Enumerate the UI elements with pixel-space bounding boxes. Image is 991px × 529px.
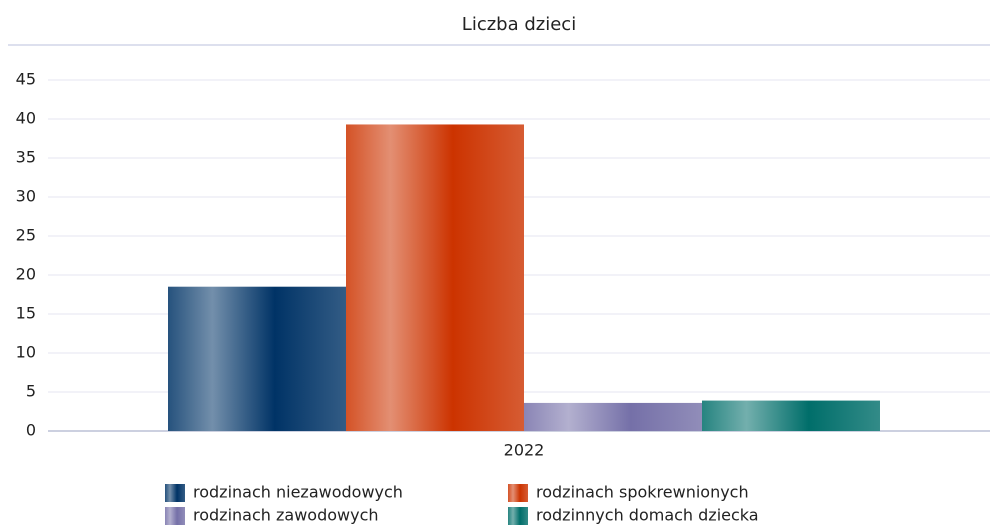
y-tick-label: 40	[16, 109, 36, 128]
y-tick-label: 15	[16, 304, 36, 323]
legend-swatch	[508, 507, 528, 525]
y-tick-label: 0	[26, 421, 36, 440]
bar	[702, 400, 880, 431]
legend-swatch	[165, 507, 185, 525]
y-tick-label: 35	[16, 148, 36, 167]
y-tick-label: 5	[26, 382, 36, 401]
x-tick-label: 2022	[504, 441, 545, 460]
y-tick-label: 30	[16, 187, 36, 206]
bar	[346, 124, 524, 432]
legend-label: rodzinach zawodowych	[193, 506, 379, 525]
legend-swatch	[508, 484, 528, 502]
bar	[524, 402, 702, 431]
legend-swatch	[165, 484, 185, 502]
legend-label: rodzinach spokrewnionych	[536, 483, 749, 502]
y-tick-label: 25	[16, 226, 36, 245]
legend-label: rodzinach niezawodowych	[193, 483, 403, 502]
y-tick-label: 10	[16, 343, 36, 362]
y-tick-label: 45	[16, 70, 36, 89]
legend-label: rodzinnych domach dziecka	[536, 506, 759, 525]
chart-title: Liczba dzieci	[462, 14, 576, 35]
bar	[168, 286, 346, 431]
y-tick-label: 20	[16, 265, 36, 284]
